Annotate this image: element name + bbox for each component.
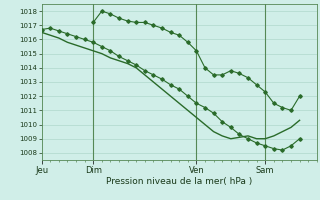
X-axis label: Pression niveau de la mer( hPa ): Pression niveau de la mer( hPa ): [106, 177, 252, 186]
